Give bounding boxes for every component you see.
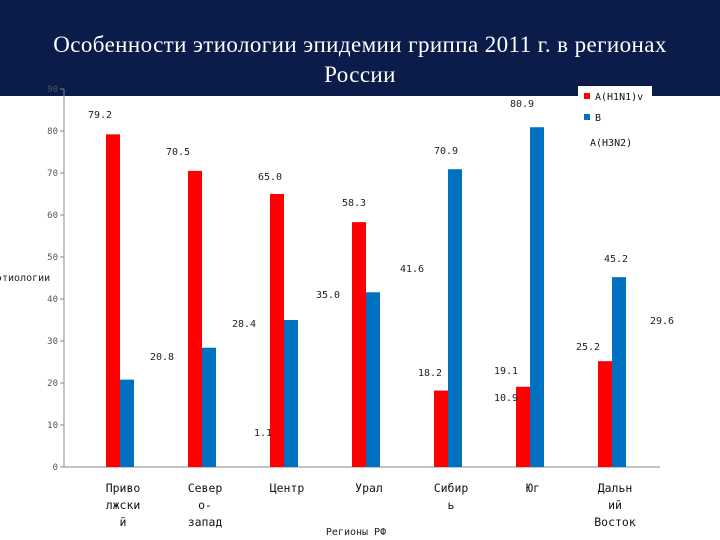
- data-label-0: 79.2: [88, 110, 112, 121]
- data-label-13: 45.2: [604, 254, 628, 265]
- y-tick-label-0: 0: [53, 463, 58, 473]
- data-label-10: 41.6: [400, 264, 424, 275]
- y-axis-title: этиологии: [0, 273, 50, 284]
- data-label-15: 10.9: [494, 393, 518, 404]
- data-label-14: 1.1: [254, 428, 272, 439]
- bar-series1-3: [366, 292, 380, 467]
- bar-series0-2: [270, 194, 284, 467]
- legend-box: [578, 86, 652, 138]
- y-tick-label-9: 90: [47, 85, 58, 95]
- bar-series1-1: [202, 347, 216, 467]
- legend-swatch-1: [584, 114, 590, 120]
- y-tick-label-7: 70: [47, 169, 58, 179]
- y-tick-label-1: 10: [47, 421, 58, 431]
- category-label-6-0: Дальн: [598, 481, 633, 495]
- data-label-8: 28.4: [232, 319, 256, 330]
- legend-swatch-0: [584, 93, 590, 99]
- legend-label-1: B: [595, 113, 601, 124]
- data-label-7: 20.8: [150, 352, 174, 363]
- data-label-16: 29.6: [650, 316, 674, 327]
- bar-series0-4: [434, 390, 448, 467]
- data-label-9: 35.0: [316, 290, 340, 301]
- category-label-4-0: Сибир: [434, 481, 469, 495]
- category-label-0-0: Приво: [106, 481, 141, 495]
- category-label-4-1: ь: [448, 498, 455, 512]
- legend-label-2: A(H3N2): [590, 138, 632, 149]
- category-label-2-0: Центр: [270, 481, 305, 495]
- bar-series0-0: [106, 134, 120, 468]
- bar-series1-2: [284, 320, 298, 467]
- bar-series0-1: [188, 170, 202, 467]
- page-title: Особенности этиологии эпидемии гриппа 20…: [10, 30, 710, 90]
- title-band: [0, 0, 720, 96]
- y-tick-label-2: 20: [47, 379, 58, 389]
- bar-series0-3: [352, 222, 366, 467]
- category-label-1-0: Север: [188, 481, 223, 495]
- category-label-6-1: ий: [608, 498, 622, 512]
- data-label-6: 25.2: [576, 342, 600, 353]
- y-tick-label-5: 50: [47, 253, 58, 263]
- y-tick-label-3: 30: [47, 337, 58, 347]
- category-label-6-2: Восток: [594, 515, 636, 529]
- data-label-3: 58.3: [342, 198, 366, 209]
- y-tick-label-6: 60: [47, 211, 58, 221]
- data-label-11: 70.9: [434, 146, 458, 157]
- bar-series1-0: [120, 379, 134, 467]
- y-tick-label-4: 40: [47, 295, 58, 305]
- category-label-0-2: й: [120, 515, 127, 529]
- legend-label-0: A(H1N1)v: [595, 92, 643, 103]
- data-label-1: 70.5: [166, 147, 190, 158]
- data-label-2: 65.0: [258, 172, 282, 183]
- category-label-1-2: запад: [188, 515, 223, 529]
- category-label-1-1: о-: [198, 498, 212, 512]
- bar-series1-5: [530, 127, 544, 467]
- page-title-line-1: Особенности этиологии эпидемии гриппа 20…: [53, 32, 667, 57]
- data-label-4: 18.2: [418, 368, 442, 379]
- data-label-12: 80.9: [510, 99, 534, 110]
- category-label-3-0: Урал: [355, 481, 383, 495]
- y-tick-label-8: 80: [47, 127, 58, 137]
- bar-series0-6: [598, 361, 612, 467]
- category-label-0-1: лжски: [106, 498, 141, 512]
- bar-series0-5: [516, 386, 530, 467]
- data-label-5: 19.1: [494, 366, 518, 377]
- bar-series1-4: [448, 169, 462, 467]
- x-axis-title: Регионы РФ: [326, 527, 386, 538]
- bar-series1-6: [612, 277, 626, 467]
- category-label-5-0: Юг: [526, 481, 540, 495]
- page-title-line-2: России: [324, 62, 396, 87]
